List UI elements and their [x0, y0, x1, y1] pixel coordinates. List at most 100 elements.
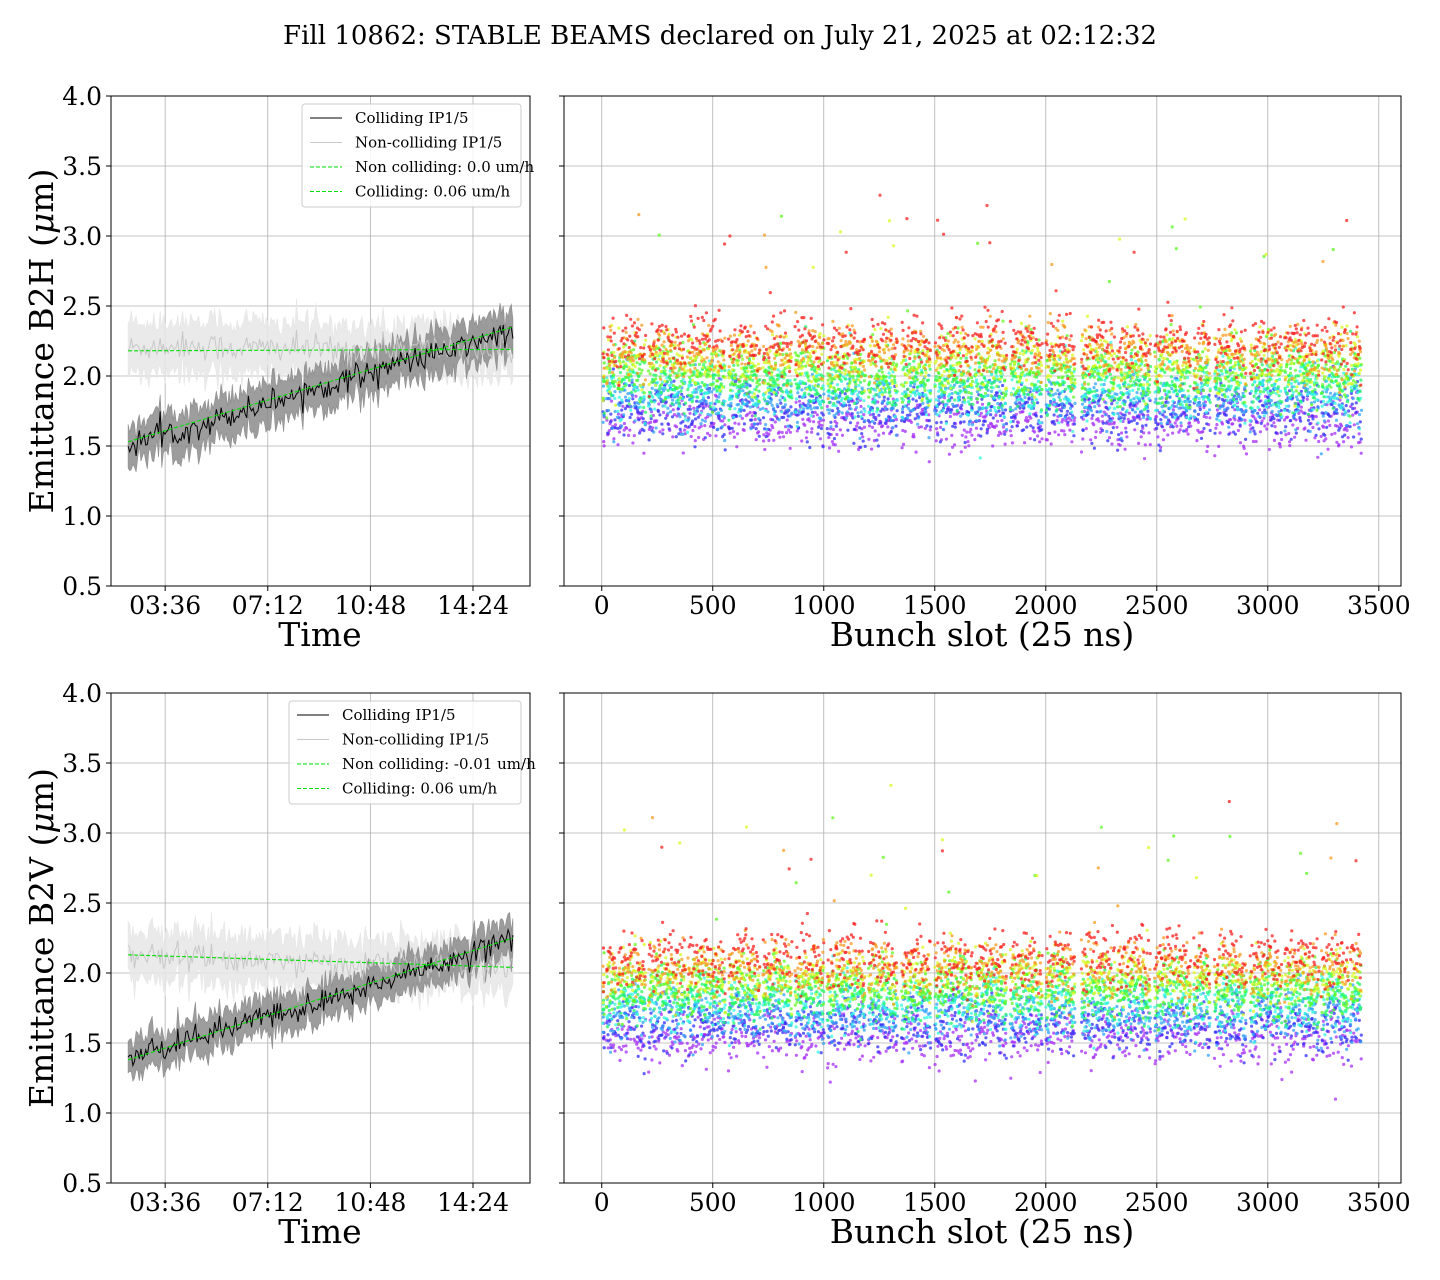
bunch-point: [707, 323, 711, 328]
bunch-point: [908, 356, 912, 361]
bunch-point: [704, 311, 709, 315]
bunch-point: [833, 389, 837, 393]
bunch-point: [688, 411, 692, 415]
bunch-point: [950, 373, 954, 377]
bunch-point: [716, 338, 720, 342]
bunch-point: [878, 381, 882, 385]
bunch-point: [1060, 389, 1064, 394]
bunch-point: [666, 388, 670, 393]
bunch-point: [981, 368, 986, 372]
bunch-point: [751, 357, 756, 361]
bunch-point: [809, 414, 813, 418]
bunch-point: [921, 378, 925, 382]
bunch-point: [1053, 369, 1057, 373]
bunch-point: [617, 359, 622, 363]
bunch-point: [682, 412, 686, 416]
bunch-point: [680, 334, 684, 338]
bunch-point: [1071, 429, 1075, 434]
bunch-point: [1070, 410, 1074, 414]
bunch-point: [991, 416, 995, 420]
bunch-point: [732, 415, 736, 419]
bunch-point: [850, 324, 854, 328]
bunch-point: [705, 356, 709, 360]
bunch-point: [1096, 358, 1100, 362]
bunch-point: [1073, 378, 1077, 382]
bunch-point: [971, 402, 975, 406]
bunch-point: [1001, 404, 1005, 408]
bunch-point: [813, 339, 818, 344]
bunch-point: [1037, 338, 1041, 342]
bunch-point: [783, 331, 788, 335]
bunch-point: [727, 376, 731, 380]
bunch-point: [941, 400, 945, 404]
bunch-point: [657, 395, 661, 399]
bunch-point: [772, 390, 776, 395]
bunch-point: [677, 347, 682, 351]
bunch-point: [686, 388, 690, 392]
bunch-point: [921, 401, 925, 405]
bunch-point: [1001, 330, 1005, 334]
bunch-point: [1101, 397, 1105, 401]
bunch-point: [622, 342, 626, 346]
bunch-point: [1038, 392, 1043, 396]
bunch-point: [957, 396, 961, 400]
bunch-point: [699, 424, 703, 428]
bunch-point: [605, 367, 609, 371]
bunch-point: [979, 434, 983, 438]
bunch-point: [794, 400, 798, 404]
bunch-point: [764, 347, 769, 352]
bunch-point: [732, 357, 736, 361]
bunch-point: [650, 386, 654, 390]
bunch-point: [819, 386, 824, 390]
bunch-point: [733, 407, 737, 411]
bunch-point: [1129, 351, 1133, 356]
bunch-point: [1091, 356, 1095, 360]
bunch-point: [671, 398, 675, 402]
bunch-point: [690, 373, 694, 378]
bunch-point: [745, 401, 750, 405]
bunch-point: [1134, 395, 1139, 399]
bunch-point: [1068, 428, 1072, 432]
bunch-point: [737, 410, 741, 414]
bunch-point: [658, 430, 662, 434]
bunch-point: [757, 351, 761, 355]
bunch-point: [702, 318, 706, 323]
bunch-point: [985, 369, 989, 374]
bunch-point: [749, 366, 753, 370]
bunch-point: [1034, 414, 1038, 418]
bunch-point: [681, 432, 685, 436]
bunch-point: [618, 361, 622, 366]
bunch-point: [945, 344, 949, 348]
bunch-point: [655, 419, 659, 423]
bunch-point: [623, 349, 627, 354]
bunch-point: [661, 399, 665, 403]
bunch-point: [1033, 430, 1037, 434]
bunch-point: [908, 413, 912, 417]
bunch-point: [608, 335, 613, 339]
bunch-point: [751, 361, 755, 365]
bunch-point: [637, 213, 641, 217]
bunch-point: [901, 358, 906, 362]
bunch-point: [746, 329, 750, 334]
bunch-point: [905, 217, 909, 221]
bunch-point: [646, 369, 651, 373]
bunch-point: [959, 372, 964, 376]
bunch-point: [996, 318, 1001, 322]
bunch-point: [790, 411, 794, 415]
bunch-point: [1011, 353, 1015, 357]
bunch-point: [975, 378, 979, 382]
bunch-point: [758, 348, 762, 352]
bunch-point: [893, 415, 898, 419]
bunch-point: [782, 309, 787, 313]
bunch-point: [1093, 363, 1097, 367]
bunch-point: [746, 369, 750, 373]
bunch-point: [1131, 388, 1135, 392]
bunch-point: [1134, 359, 1138, 363]
bunch-point: [911, 407, 916, 411]
x-tick-label: 07:12: [232, 591, 304, 620]
bunch-point: [748, 375, 753, 379]
bunch-point: [661, 358, 665, 362]
bunch-point: [938, 410, 942, 414]
bunch-point: [904, 362, 908, 366]
bunch-point: [1038, 440, 1042, 444]
